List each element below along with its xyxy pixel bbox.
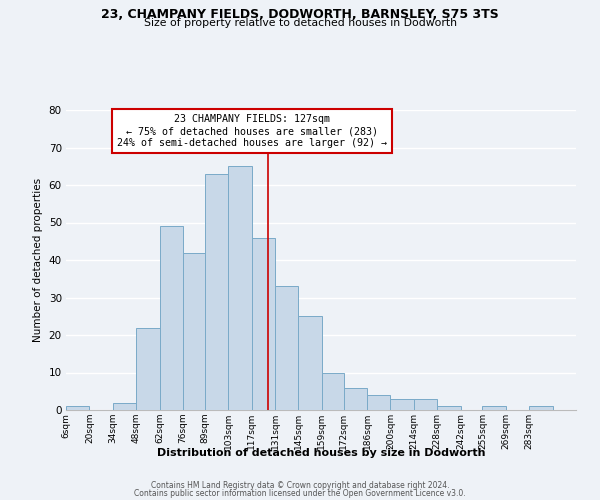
Bar	[482, 406, 506, 410]
Bar	[275, 286, 298, 410]
Bar	[251, 238, 275, 410]
Bar	[391, 399, 414, 410]
Bar	[344, 388, 367, 410]
Text: 23, CHAMPANY FIELDS, DODWORTH, BARNSLEY, S75 3TS: 23, CHAMPANY FIELDS, DODWORTH, BARNSLEY,…	[101, 8, 499, 20]
Text: Contains public sector information licensed under the Open Government Licence v3: Contains public sector information licen…	[134, 489, 466, 498]
Bar	[160, 226, 183, 410]
Bar	[205, 174, 228, 410]
Bar	[183, 252, 205, 410]
Text: Distribution of detached houses by size in Dodworth: Distribution of detached houses by size …	[157, 448, 485, 458]
Y-axis label: Number of detached properties: Number of detached properties	[33, 178, 43, 342]
Bar	[529, 406, 553, 410]
Bar	[414, 399, 437, 410]
Text: Contains HM Land Registry data © Crown copyright and database right 2024.: Contains HM Land Registry data © Crown c…	[151, 481, 449, 490]
Bar	[298, 316, 322, 410]
Bar	[437, 406, 461, 410]
Bar	[66, 406, 89, 410]
Bar	[136, 328, 160, 410]
Bar	[113, 402, 136, 410]
Text: Size of property relative to detached houses in Dodworth: Size of property relative to detached ho…	[143, 18, 457, 28]
Text: 23 CHAMPANY FIELDS: 127sqm
← 75% of detached houses are smaller (283)
24% of sem: 23 CHAMPANY FIELDS: 127sqm ← 75% of deta…	[117, 114, 387, 148]
Bar	[228, 166, 251, 410]
Bar	[367, 395, 391, 410]
Bar	[322, 372, 344, 410]
